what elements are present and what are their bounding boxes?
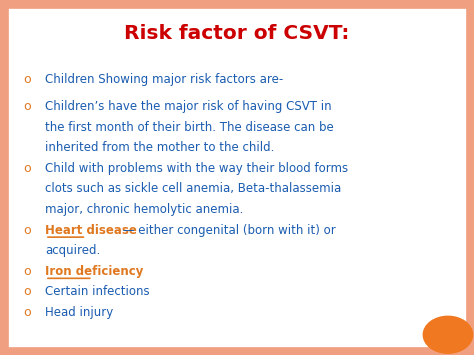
Text: o: o	[23, 265, 31, 278]
Text: major, chronic hemolytic anemia.: major, chronic hemolytic anemia.	[45, 203, 244, 216]
Text: the first month of their birth. The disease can be: the first month of their birth. The dise…	[45, 121, 334, 133]
Text: o: o	[23, 162, 31, 175]
Text: acquired.: acquired.	[45, 244, 100, 257]
Text: Children’s have the major risk of having CSVT in: Children’s have the major risk of having…	[45, 100, 332, 113]
Text: Heart disease: Heart disease	[45, 224, 137, 236]
Text: Head injury: Head injury	[45, 306, 113, 319]
Text: o: o	[23, 306, 31, 319]
Text: Children Showing major risk factors are-: Children Showing major risk factors are-	[45, 73, 283, 86]
Text: inherited from the mother to the child.: inherited from the mother to the child.	[45, 141, 274, 154]
Text: — either congenital (born with it) or: — either congenital (born with it) or	[119, 224, 336, 236]
Text: Child with problems with the way their blood forms: Child with problems with the way their b…	[45, 162, 348, 175]
Text: o: o	[23, 224, 31, 236]
Text: Iron deficiency: Iron deficiency	[45, 265, 144, 278]
Text: o: o	[23, 100, 31, 113]
Text: Certain infections: Certain infections	[45, 285, 150, 298]
Text: o: o	[23, 285, 31, 298]
Circle shape	[423, 316, 473, 353]
Text: clots such as sickle cell anemia, Beta-thalassemia: clots such as sickle cell anemia, Beta-t…	[45, 182, 341, 195]
Text: o: o	[23, 73, 31, 86]
Text: Risk factor of CSVT:: Risk factor of CSVT:	[124, 24, 350, 43]
